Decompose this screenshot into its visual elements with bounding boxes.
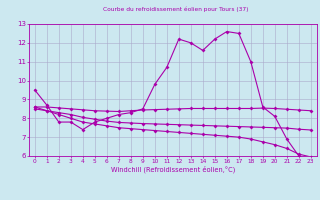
Text: Courbe du refroidissement éolien pour Tours (37): Courbe du refroidissement éolien pour To… (103, 6, 249, 11)
X-axis label: Windchill (Refroidissement éolien,°C): Windchill (Refroidissement éolien,°C) (111, 165, 235, 173)
